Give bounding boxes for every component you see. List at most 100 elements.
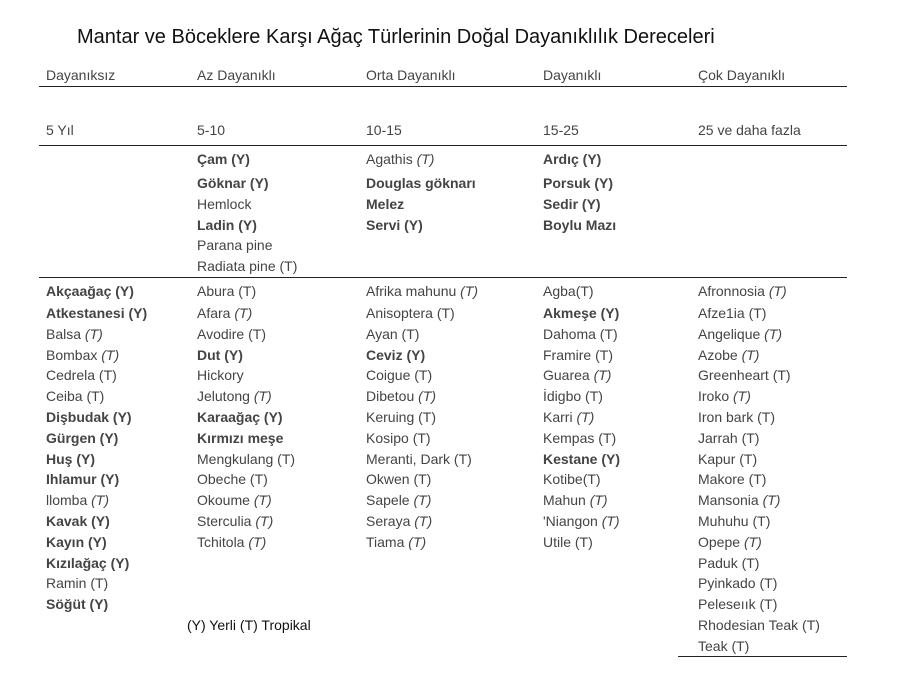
species-item: Ladin (Y) bbox=[197, 215, 297, 236]
species-name: Agba(T) bbox=[543, 283, 594, 299]
header-az-dayanikli: Az Dayanıklı bbox=[197, 67, 276, 83]
species-item: Teak (T) bbox=[698, 636, 820, 657]
species-item: Atkestanesi (Y) bbox=[46, 303, 147, 324]
species-item: Söğüt (Y) bbox=[46, 594, 147, 615]
origin-tag: (T) bbox=[416, 151, 435, 167]
species-item: Göknar (Y) bbox=[197, 173, 297, 194]
species-item: Jarrah (T) bbox=[698, 428, 820, 449]
species-item: Kavak (Y) bbox=[46, 511, 147, 532]
species-item: Radiata pine (T) bbox=[197, 256, 297, 277]
species-item: Hemlock bbox=[197, 194, 297, 215]
origin-tag: (T) bbox=[91, 492, 110, 509]
years-cok-dayanikli: 25 ve daha fazla bbox=[698, 122, 801, 138]
species-name: Pyinkado (T) bbox=[698, 575, 778, 592]
species-name: Iron bark (T) bbox=[698, 408, 776, 425]
species-item: Tchitola (T) bbox=[197, 532, 295, 553]
species-item: Framire (T) bbox=[543, 345, 620, 366]
species-name: Afze1ia (T) bbox=[698, 305, 767, 321]
species-item: Peleseıık (T) bbox=[698, 594, 820, 615]
bottom-rule bbox=[678, 656, 847, 657]
species-name: Bombax bbox=[46, 346, 102, 363]
origin-tag: (T) bbox=[593, 367, 612, 384]
species-name: Greenheart (T) bbox=[698, 367, 791, 384]
species-name: Afara bbox=[197, 305, 235, 321]
species-item: Jelutong (T) bbox=[197, 386, 295, 407]
species-item: Karaağaç (Y) bbox=[197, 407, 295, 428]
header-dayanikli: Dayanıklı bbox=[543, 67, 602, 83]
species-item: Kempas (T) bbox=[543, 428, 620, 449]
years-dayaniksiz: 5 Yıl bbox=[46, 122, 74, 138]
species-name: 'Niangon bbox=[543, 512, 602, 529]
origin-tag: (T) bbox=[743, 533, 762, 550]
species-item: Kapur (T) bbox=[698, 449, 820, 470]
species-name: Servi (Y) bbox=[366, 216, 423, 233]
species-item: Ardıç (Y) bbox=[543, 149, 616, 173]
species-item: Abura (T) bbox=[197, 281, 295, 303]
softwood-list-col-3: Agathis (T) Douglas göknarı Melez Servi (Y) bbox=[366, 149, 476, 235]
species-item: Agathis (T) bbox=[366, 149, 476, 173]
species-name: Ramin (T) bbox=[46, 575, 109, 592]
species-item: Dibetou (T) bbox=[366, 386, 478, 407]
species-name: Kayın (Y) bbox=[46, 533, 107, 550]
species-item: Avodire (T) bbox=[197, 324, 295, 345]
species-name: Kotibe(T) bbox=[543, 471, 601, 488]
species-item: Melez bbox=[366, 194, 476, 215]
species-item: Utile (T) bbox=[543, 532, 620, 553]
species-item: Bombax (T) bbox=[46, 345, 147, 366]
species-item: Akmeşe (Y) bbox=[543, 303, 620, 324]
species-name: Parana pine bbox=[197, 237, 273, 254]
species-name: Coigue (T) bbox=[366, 367, 433, 384]
origin-tag: (T) bbox=[414, 512, 433, 529]
species-item: Anisoptera (T) bbox=[366, 303, 478, 324]
origin-tag: (T) bbox=[768, 283, 787, 299]
species-name: Meranti, Dark (T) bbox=[366, 450, 472, 467]
species-name: Huş (Y) bbox=[46, 450, 95, 467]
species-name: Dut (Y) bbox=[197, 346, 243, 363]
species-item: Sterculia (T) bbox=[197, 511, 295, 532]
species-name: Ayan (T) bbox=[366, 325, 420, 342]
species-name: Ardıç (Y) bbox=[543, 151, 602, 167]
origin-tag: (T) bbox=[255, 512, 274, 529]
species-name: Okoume bbox=[197, 492, 254, 509]
species-item: İdigbo (T) bbox=[543, 386, 620, 407]
header-dayaniksiz: Dayanıksız bbox=[46, 67, 116, 83]
species-item: Muhuhu (T) bbox=[698, 511, 820, 532]
species-item: Sedir (Y) bbox=[543, 194, 616, 215]
years-dayanikli: 15-25 bbox=[543, 122, 579, 138]
species-item: Okoume (T) bbox=[197, 490, 295, 511]
species-item: Iron bark (T) bbox=[698, 407, 820, 428]
species-name: Afronnosia bbox=[698, 283, 769, 299]
origin-tag: (T) bbox=[741, 346, 760, 363]
species-name: Atkestanesi (Y) bbox=[46, 305, 148, 321]
origin-tag: (T) bbox=[762, 492, 781, 509]
species-name: Angelique bbox=[698, 325, 765, 342]
species-name: Dişbudak (Y) bbox=[46, 408, 132, 425]
species-item: Kosipo (T) bbox=[366, 428, 478, 449]
species-name: Sedir (Y) bbox=[543, 195, 601, 212]
species-name: Akmeşe (Y) bbox=[543, 305, 620, 321]
origin-tag: (T) bbox=[84, 325, 103, 342]
species-name: Abura (T) bbox=[197, 283, 257, 299]
species-item: Ceiba (T) bbox=[46, 386, 147, 407]
species-name: Kempas (T) bbox=[543, 429, 617, 446]
species-name: Teak (T) bbox=[698, 637, 750, 654]
origin-tag: (T) bbox=[576, 408, 595, 425]
species-item: Opepe (T) bbox=[698, 532, 820, 553]
species-name: Douglas göknarı bbox=[366, 175, 476, 191]
species-name: Jelutong bbox=[197, 388, 254, 405]
species-name: Obeche (T) bbox=[197, 471, 268, 488]
species-item: Kayın (Y) bbox=[46, 532, 147, 553]
species-name: Dahoma (T) bbox=[543, 325, 618, 342]
species-item: Obeche (T) bbox=[197, 469, 295, 490]
species-name: Kestane (Y) bbox=[543, 450, 621, 467]
species-name: Mansonia bbox=[698, 492, 763, 509]
header-rule bbox=[39, 86, 847, 87]
species-item: Sapele (T) bbox=[366, 490, 478, 511]
species-name: Seraya bbox=[366, 512, 415, 529]
species-name: Opepe bbox=[698, 533, 744, 550]
species-item: Hickory bbox=[197, 365, 295, 386]
origin-tag: (T) bbox=[253, 492, 272, 509]
hardwood-list-col-3: Afrika mahunu (T) Anisoptera (T) Ayan (T) C… bbox=[366, 281, 478, 553]
species-name: Iroko bbox=[698, 388, 734, 405]
species-name: Guarea bbox=[543, 367, 594, 384]
